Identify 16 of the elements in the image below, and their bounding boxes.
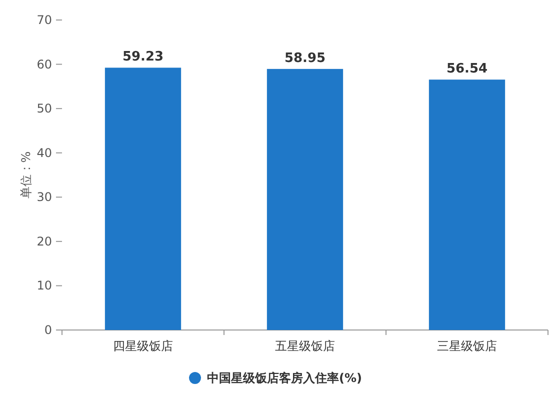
y-tick-label: 50 [36, 102, 52, 116]
data-label: 56.54 [446, 62, 488, 77]
x-tick-label: 三星级饭店 [437, 339, 497, 353]
legend-label: 中国星级饭店客房入住率(%) [207, 371, 362, 385]
y-tick-label: 70 [36, 13, 52, 27]
y-tick-label: 10 [36, 278, 52, 293]
y-tick-label: 20 [36, 234, 52, 248]
x-tick-label: 五星级饭店 [275, 339, 335, 353]
y-tick-label: 0 [44, 323, 52, 337]
data-label: 58.95 [284, 50, 326, 66]
y-tick-label: 40 [36, 146, 52, 160]
y-tick-label: 60 [36, 57, 52, 72]
y-tick-label: 30 [36, 190, 52, 204]
y-axis-title: 单位：% [19, 151, 33, 199]
x-tick-label: 四星级饭店 [113, 339, 173, 353]
data-label: 59.23 [122, 50, 164, 65]
